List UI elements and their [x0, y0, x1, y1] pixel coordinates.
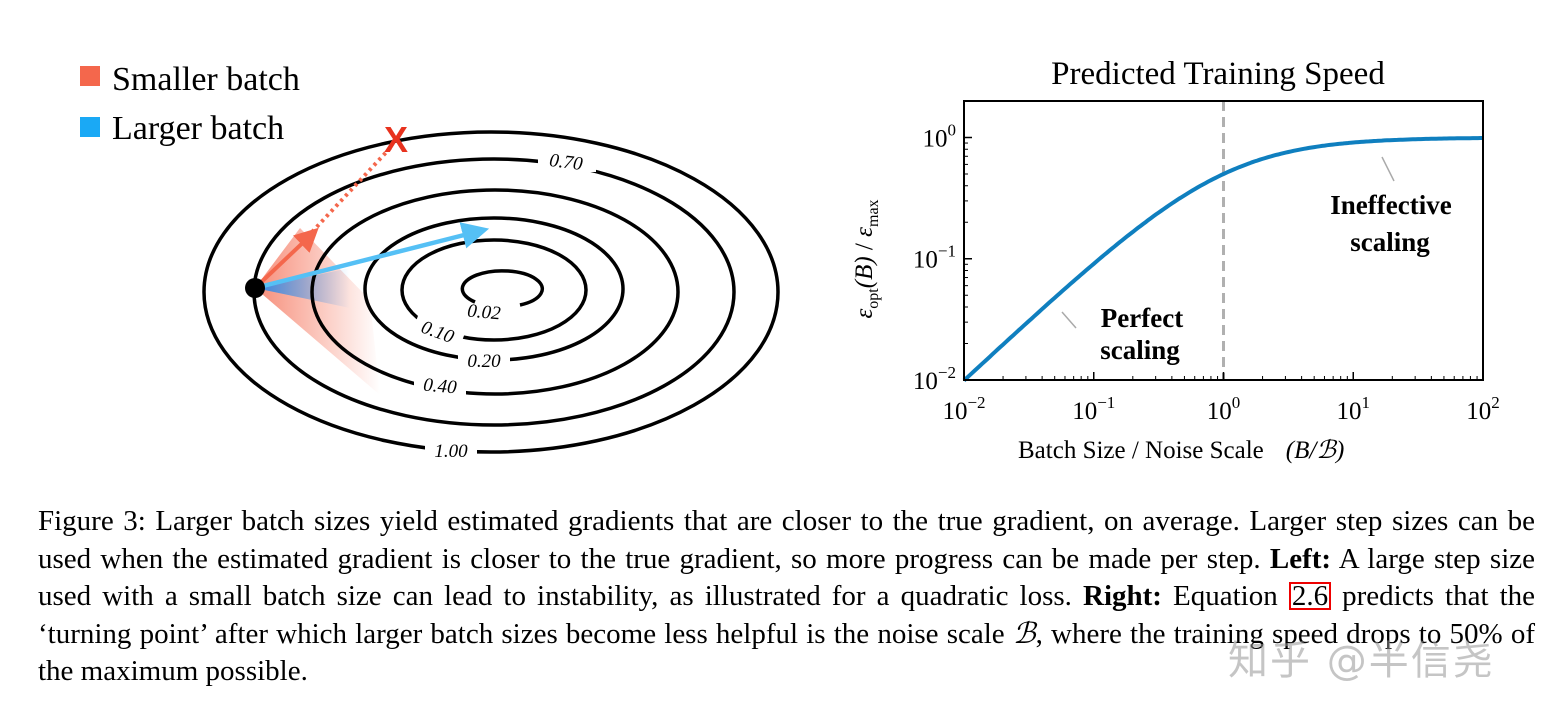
- contour-label: 0.70: [548, 150, 584, 175]
- caption-text: Larger batch sizes yield estimated gradi…: [38, 505, 1535, 575]
- annotation-ineffective-scaling: Ineffective scaling: [1330, 156, 1452, 257]
- smaller-batch-overshoot-path: [310, 144, 394, 234]
- noise-scale-symbol: ℬ: [1012, 617, 1036, 650]
- x-tick-label: 10−1: [1072, 393, 1115, 425]
- contour-label: 0.40: [422, 375, 457, 399]
- y-tick-label: 10−2: [913, 363, 956, 395]
- annotation-pointer: [1061, 311, 1077, 329]
- figure-number: Figure 3:: [38, 505, 146, 537]
- smaller-batch-step-arrow: [253, 227, 319, 290]
- annotation-perfect-scaling: Perfect scaling: [1061, 303, 1183, 365]
- x-tick-label: 102: [1466, 393, 1500, 425]
- y-tick-label: 10−1: [913, 242, 956, 274]
- caption-text: Equation: [1161, 580, 1289, 612]
- legend-swatch-larger: [80, 117, 100, 137]
- x-tick-label: 101: [1337, 393, 1371, 425]
- gradient-steps: X: [245, 119, 490, 298]
- start-point: [245, 278, 265, 298]
- annotation-line: Perfect: [1101, 303, 1183, 333]
- x-tick-label: 10−2: [942, 393, 985, 425]
- series-line: [962, 136, 1483, 382]
- caption-text: predicts that the ‘turning point’ after …: [38, 580, 1536, 650]
- caption-left-label: Left:: [1269, 542, 1332, 575]
- legend-swatch-smaller: [80, 66, 100, 86]
- contour-0.02: [460, 269, 545, 307]
- larger-batch-step-arrow: [254, 222, 490, 291]
- y-axis-label: εopt(B) / εmax: [851, 199, 882, 318]
- plot-frame: [963, 100, 1484, 381]
- contour-label: 0.20: [467, 351, 501, 372]
- contour-0.40: [310, 188, 680, 396]
- chart-title: Predicted Training Speed: [1051, 56, 1385, 92]
- contour-0.10: [400, 238, 588, 342]
- larger-batch-fan: [255, 268, 350, 308]
- legend-label-smaller: Smaller batch: [112, 61, 300, 98]
- contour-plot: [202, 130, 780, 454]
- contour-1.00: [202, 130, 780, 454]
- watermark: 知乎 @半信尧: [1228, 638, 1495, 684]
- caption-right-label: Right:: [1083, 580, 1162, 612]
- annotation-line: Ineffective: [1330, 190, 1451, 220]
- x-tick-label: 100: [1207, 393, 1241, 425]
- caption-text: , where the training speed drops to 50% …: [38, 617, 1535, 688]
- legend-label-larger: Larger batch: [112, 110, 284, 147]
- caption-text: A large step size used with a small batc…: [38, 542, 1535, 613]
- figure-caption: Figure 3: Larger batch sizes yield estim…: [38, 503, 1535, 691]
- y-tick-label: 100: [923, 120, 957, 152]
- training-speed-chart: Predicted Training Speed 10−2 10−1 100 101 1…: [851, 56, 1500, 464]
- x-axis-label: Batch Size / Noise Scale (B/ℬ): [1018, 437, 1344, 464]
- annotation-line: scaling: [1350, 227, 1430, 257]
- annotation-line: scaling: [1100, 335, 1180, 365]
- contour-label: 1.00: [434, 441, 468, 462]
- contour-label: 0.02: [466, 301, 501, 325]
- overshoot-x-marker: X: [384, 119, 408, 160]
- left-legend: Smaller batch Larger batch: [80, 61, 300, 147]
- equation-reference-link[interactable]: 2.6: [1288, 582, 1332, 611]
- annotation-pointer: [1381, 156, 1395, 182]
- smaller-batch-fan: [255, 228, 380, 395]
